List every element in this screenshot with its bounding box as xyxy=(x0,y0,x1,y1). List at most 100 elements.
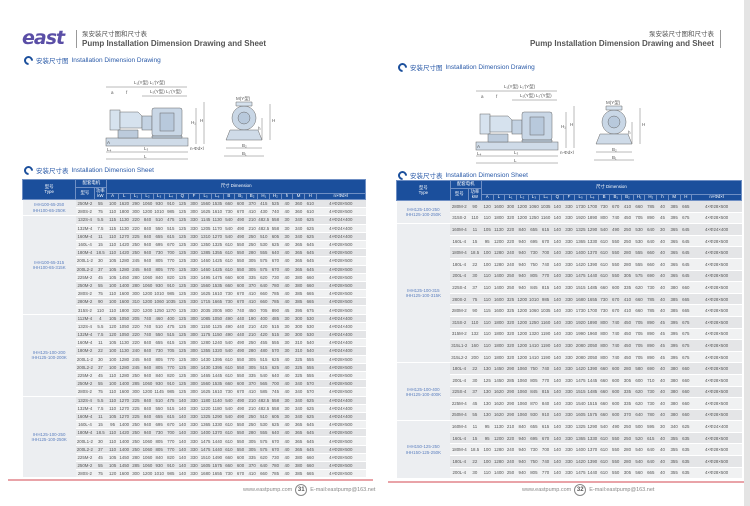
footer-website[interactable]: www.eastpump.com xyxy=(243,487,293,493)
table-cell: 430 xyxy=(257,207,270,217)
table-cell: 910 xyxy=(539,409,552,422)
table-cell: 730 xyxy=(598,200,610,213)
table-row: IHH125-100-400 IHH125-100-400K 180L-4 22 130… xyxy=(396,362,742,422)
dimension-label: H xyxy=(642,122,645,127)
table-cell: 550 xyxy=(153,224,165,233)
table-cell: 600 xyxy=(234,281,247,291)
table-cell: 4×Φ28×500 xyxy=(691,246,742,259)
table-cell: 985 xyxy=(164,289,177,299)
table-cell: 330 xyxy=(563,304,575,317)
table-cell: 940 xyxy=(516,270,529,283)
table-cell: 1400 xyxy=(493,281,505,294)
table-cell: 1060 xyxy=(141,273,154,282)
table-cell: 410 xyxy=(246,297,258,307)
table-cell: 1560 xyxy=(199,199,212,209)
table-cell: 95 xyxy=(106,420,119,430)
table-cell: 1460 xyxy=(199,265,212,274)
table-cell: 1060 xyxy=(528,304,540,317)
footer-email[interactable]: E-mail:eastpump@163.net xyxy=(310,487,376,493)
table-cell: 250 xyxy=(621,432,634,445)
table-cell: 290 xyxy=(504,409,517,422)
column-header-dim: B₂ xyxy=(621,194,634,201)
table-cell: 180M-4 xyxy=(75,428,94,438)
table-cell: 840 xyxy=(516,223,529,236)
table-cell: 840 xyxy=(141,404,154,413)
table-cell: 280 xyxy=(621,246,634,259)
table-cell: 365 xyxy=(668,246,680,259)
table-cell: 220 xyxy=(504,432,517,445)
table-cell: 610 xyxy=(223,363,235,372)
table-cell: 490 xyxy=(609,223,622,236)
table-cell: 610 xyxy=(598,235,610,248)
table-cell: 515 xyxy=(164,404,177,413)
table-cell: 635 xyxy=(680,467,692,480)
section-en: Installation Dimension Drawing xyxy=(445,63,535,71)
table-cell: 40 xyxy=(656,455,669,468)
table-cell: 730 xyxy=(153,428,165,438)
table-cell: 11 xyxy=(468,223,482,236)
table-cell: 1325 xyxy=(199,412,212,422)
column-header-dim: F xyxy=(562,194,576,201)
table-cell: 625 xyxy=(269,240,282,250)
table-cell: 5.5 xyxy=(94,396,107,405)
table-cell: 4×Φ28×500 xyxy=(316,461,366,471)
table-cell: 140 xyxy=(551,270,564,283)
table-cell: 1050 xyxy=(211,314,224,323)
table-cell: 365 xyxy=(292,445,305,454)
table-cell: 490 xyxy=(234,232,247,241)
table-cell: 1270 xyxy=(118,396,131,405)
table-cell: 280S-2 xyxy=(450,293,469,306)
table-cell: 475 xyxy=(164,322,177,332)
dimension-label: L xyxy=(514,158,517,163)
table-cell: 280 xyxy=(246,428,258,438)
pump-type: IHH125-100-315 xyxy=(407,287,440,293)
table-cell: 595 xyxy=(644,420,657,433)
table-cell: 1280 xyxy=(118,265,131,274)
table-cell: 40 xyxy=(281,453,293,463)
table-cell: 1130 xyxy=(118,346,131,356)
table-cell: 335 xyxy=(621,386,634,399)
table-cell: 330 xyxy=(188,215,200,225)
table-cell: 555 xyxy=(304,363,317,372)
table-cell: 210 xyxy=(246,330,258,340)
table-cell: 4×Φ28×500 xyxy=(691,328,742,341)
table-cell: 610 xyxy=(223,265,235,274)
table-cell: 615 xyxy=(644,432,657,445)
table-row: 225M-4 45 130 1620 290 1060 870 840 140 330 1540 15… xyxy=(397,397,742,410)
table-cell: 1190 xyxy=(539,351,552,364)
column-header-motor-power: 功率 kW xyxy=(93,187,108,200)
table-cell: 660 xyxy=(598,362,610,375)
table-cell: 110 xyxy=(481,281,493,294)
table-row: 250M-2 55 100 1400 285 1060 930 910 125 300 1560 15… xyxy=(23,379,366,389)
table-cell: 40 xyxy=(656,443,669,457)
table-cell: 940 xyxy=(141,371,154,381)
table-cell: 940 xyxy=(141,256,154,266)
table-cell: 160M-4 xyxy=(75,412,94,422)
table-cell: 1475 xyxy=(574,270,587,283)
footer-email[interactable]: E-mail:eastpump@163.net xyxy=(589,487,655,493)
table-cell: 620 xyxy=(633,397,645,410)
table-cell: 340 xyxy=(292,404,305,413)
table-cell: 335 xyxy=(246,453,258,463)
table-cell: 5.5 xyxy=(94,322,107,332)
table-cell: 330 xyxy=(188,273,200,282)
table-cell: 1510 xyxy=(199,453,212,463)
table-cell: 110 xyxy=(481,339,493,352)
table-cell: 132M-4 xyxy=(75,404,94,413)
table-cell: 1420 xyxy=(118,248,131,258)
table-cell: 1730 xyxy=(574,304,587,317)
table-cell: 380 xyxy=(668,409,680,422)
table-cell: 22 xyxy=(468,362,482,375)
table-row: IHH100-65-250 IHH100-65-250K 250M-2 55 100 16… xyxy=(22,199,366,217)
section-cn: 安装尺寸表 xyxy=(410,173,443,180)
table-cell: 110 xyxy=(481,467,493,480)
table-cell: 510 xyxy=(153,322,165,332)
table-cell: 4×Φ28×500 xyxy=(691,374,742,387)
footer-website[interactable]: www.eastpump.com xyxy=(522,487,572,493)
table-cell: 1310 xyxy=(199,232,212,241)
table-cell: 365 xyxy=(668,235,680,248)
table-cell: 600 xyxy=(633,374,645,387)
table-cell: 450 xyxy=(621,351,634,364)
table-cell: 210 xyxy=(246,322,258,332)
table-cell: 675 xyxy=(680,351,692,364)
